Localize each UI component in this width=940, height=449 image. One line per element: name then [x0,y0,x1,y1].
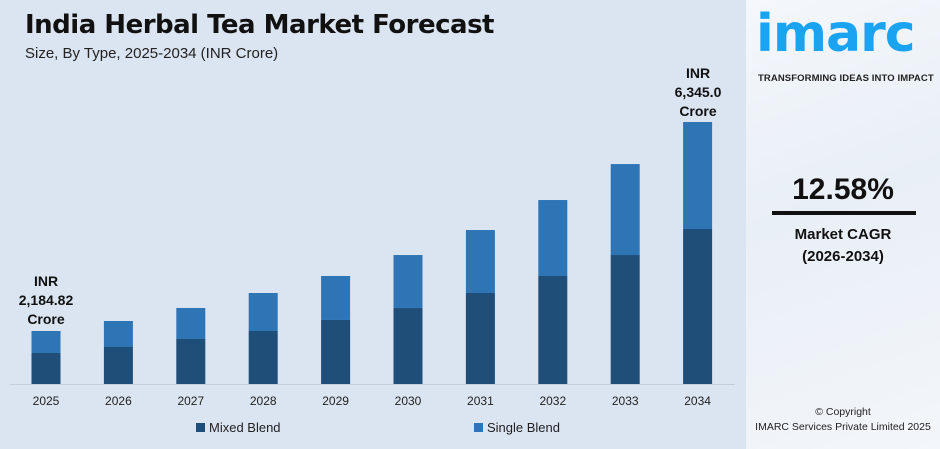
annotation-line: Crore [679,103,717,119]
x-tick-label: 2026 [105,394,132,408]
bar-mixed-blend-2033 [610,255,640,384]
bar-mixed-blend-2034 [683,228,713,384]
legend-item-single-blend: Single Blend [474,420,560,435]
bar-mixed-blend-2025 [31,352,61,384]
bar-single-blend-2027 [176,307,206,339]
bar-mixed-blend-2032 [538,276,568,384]
x-tick-label: 2029 [322,394,349,408]
x-tick-label: 2033 [612,394,639,408]
cagr-label: Market CAGR [794,226,892,243]
x-tick-label: 2031 [467,394,494,408]
company-name: IMARC Services Private Limited 2025 [755,421,931,433]
chart-subtitle: Size, By Type, 2025-2034 (INR Crore) [25,45,279,62]
divider [772,211,916,215]
annotation-value: 2,184.82 [18,292,74,308]
legend-item-mixed-blend: Mixed Blend [196,420,281,435]
legend-label: Mixed Blend [209,420,281,435]
legend-label: Single Blend [487,420,560,435]
annotation-2025: INR 2,184.82 Crore [6,272,86,329]
bar-single-blend-2026 [103,320,133,348]
chart-title: India Herbal Tea Market Forecast [25,10,495,40]
annotation-line: INR [33,273,59,289]
bar-single-blend-2031 [465,230,495,294]
imarc-logo: imarc [756,4,916,64]
bar-mixed-blend-2028 [248,331,278,384]
legend-swatch [196,423,205,432]
annotation-line: INR [685,65,711,81]
cagr-period: (2026-2034) [802,248,884,265]
bar-single-blend-2028 [248,293,278,332]
bar-single-blend-2033 [610,164,640,256]
bar-mixed-blend-2031 [465,293,495,384]
bar-mixed-blend-2030 [393,308,423,384]
annotation-line: Crore [27,311,65,327]
annotation-value: 6,345.0 [674,84,722,100]
bar-single-blend-2029 [321,275,351,320]
bar-mixed-blend-2026 [103,347,133,384]
annotation-2034: INR 6,345.0 Crore [658,64,738,121]
x-tick-label: 2025 [33,394,60,408]
legend-swatch [474,423,483,432]
x-tick-label: 2034 [684,394,711,408]
copyright: © Copyright [815,406,871,418]
sidebar-panel: imarc TRANSFORMING IDEAS INTO IMPACT 12.… [746,0,940,449]
x-tick-label: 2032 [539,394,566,408]
x-tick-label: 2028 [250,394,277,408]
cagr-value: 12.58% [792,173,894,206]
bar-single-blend-2030 [393,255,423,309]
bar-chart: 2025 2026 2027 2028 2029 2030 2031 2032 2033 2034 [10,122,735,408]
x-tick-label: 2030 [395,394,422,408]
bar-single-blend-2032 [538,200,568,277]
logo-tagline: TRANSFORMING IDEAS INTO IMPACT [758,73,934,84]
bar-single-blend-2034 [683,122,713,229]
bar-mixed-blend-2029 [321,319,351,384]
bar-mixed-blend-2027 [176,338,206,384]
x-tick-label: 2027 [177,394,204,408]
bar-single-blend-2025 [31,330,61,353]
